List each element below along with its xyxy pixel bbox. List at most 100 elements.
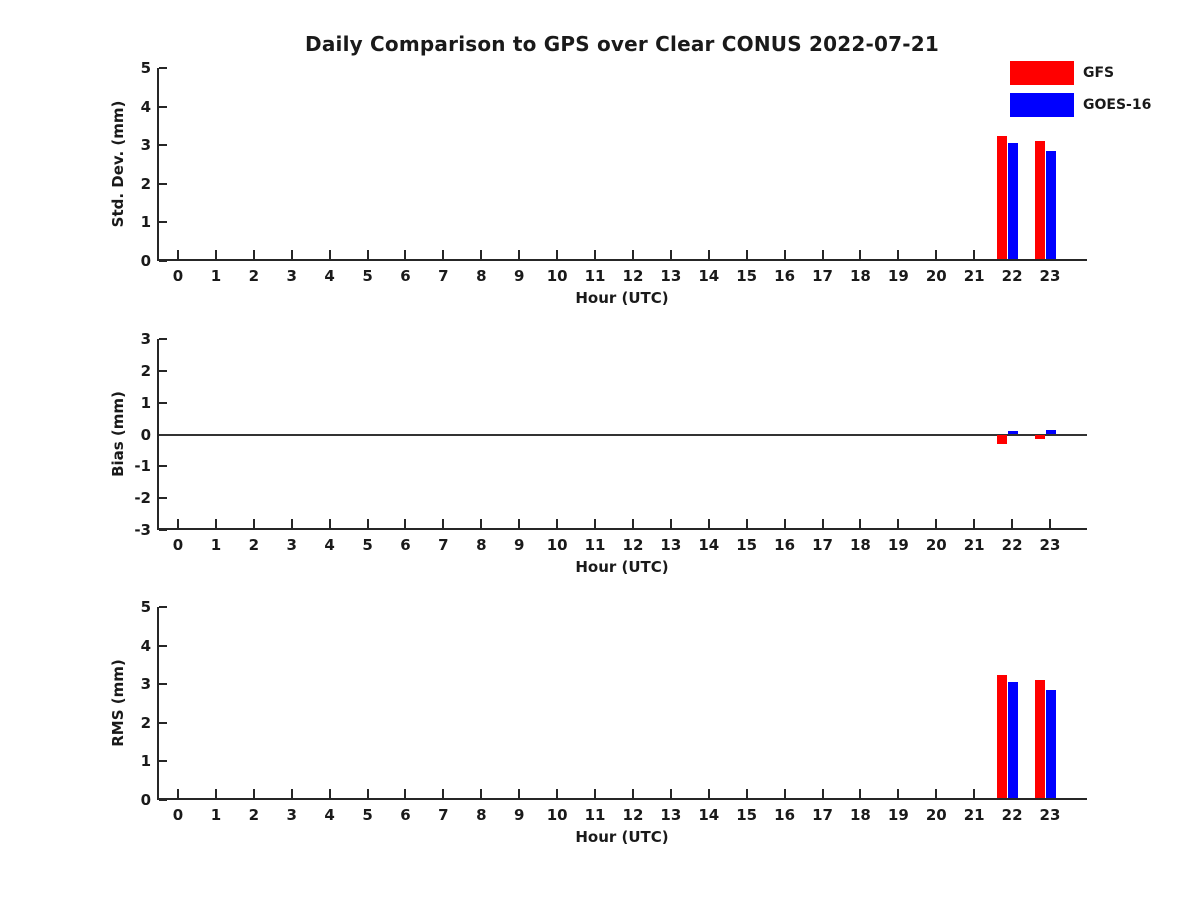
- x-tick: [745, 250, 748, 259]
- y-tick-label: 4: [140, 97, 151, 116]
- x-tick-label: 5: [362, 536, 373, 554]
- x-tick: [821, 250, 824, 259]
- x-tick-label: 9: [513, 536, 525, 554]
- bar-gfs-h23: [1034, 141, 1045, 261]
- x-tick-label: 15: [736, 267, 758, 285]
- x-tick-label: 12: [622, 806, 644, 824]
- x-axis-label-bias: Hour (UTC): [575, 558, 669, 576]
- legend-item-goes16: GOES-16: [1010, 93, 1151, 117]
- x-tick: [669, 250, 672, 259]
- y-tick: [159, 67, 167, 69]
- x-tick: [177, 250, 179, 259]
- x-tick-label: 22: [1001, 536, 1023, 554]
- x-tick: [707, 250, 710, 259]
- x-tick-label: 19: [887, 536, 909, 554]
- x-tick-label: 14: [698, 536, 720, 554]
- x-tick-label: 2: [248, 806, 260, 824]
- bar-goes16-h23: [1045, 429, 1056, 435]
- bar-gfs-h22: [997, 135, 1008, 261]
- x-tick-label: 16: [774, 267, 796, 285]
- x-tick: [897, 789, 900, 798]
- x-tick-label: 6: [400, 267, 411, 285]
- chart-title: Daily Comparison to GPS over Clear CONUS…: [305, 32, 939, 56]
- x-tick-label: 7: [438, 806, 449, 824]
- x-tick: [594, 250, 597, 259]
- x-tick: [328, 519, 331, 528]
- y-tick: [159, 105, 167, 108]
- x-tick: [290, 789, 293, 798]
- y-tick: [159, 260, 167, 262]
- legend-swatch-goes16: [1010, 93, 1074, 117]
- x-tick: [745, 519, 748, 528]
- x-tick-label: 13: [660, 267, 682, 285]
- x-tick: [366, 789, 369, 798]
- x-tick: [366, 250, 369, 259]
- legend-label-goes16: GOES-16: [1083, 97, 1152, 113]
- y-tick-label: 0: [140, 252, 151, 270]
- x-tick-label: 21: [963, 806, 985, 824]
- y-tick-label: 3: [140, 675, 151, 694]
- y-tick-label: 5: [140, 59, 151, 77]
- bar-goes16-h22: [1008, 143, 1019, 261]
- x-tick-label: 5: [362, 806, 373, 824]
- x-tick-label: 20: [925, 536, 947, 554]
- x-tick: [745, 789, 748, 798]
- x-tick-label: 18: [849, 536, 871, 554]
- bar-goes16-h22: [1008, 682, 1019, 800]
- x-tick-label: 9: [513, 267, 525, 285]
- x-tick: [177, 789, 179, 798]
- x-tick-label: 3: [286, 806, 297, 824]
- x-tick: [442, 250, 445, 259]
- y-tick: [159, 401, 167, 404]
- x-tick-label: 0: [172, 267, 184, 285]
- x-tick-label: 19: [887, 806, 909, 824]
- x-tick-label: 19: [887, 267, 909, 285]
- x-axis-line: [157, 528, 1087, 530]
- x-tick: [328, 250, 331, 259]
- x-tick: [404, 250, 407, 259]
- x-tick: [518, 789, 521, 798]
- x-tick-label: 22: [1001, 806, 1023, 824]
- x-tick: [631, 250, 634, 259]
- y-tick-label: 4: [140, 636, 151, 655]
- x-tick-label: 0: [172, 806, 184, 824]
- legend-label-gfs: GFS: [1083, 65, 1115, 81]
- y-tick: [159, 760, 167, 763]
- x-tick: [935, 250, 938, 259]
- x-tick-label: 20: [925, 806, 947, 824]
- x-tick-label: 23: [1039, 806, 1061, 824]
- x-tick: [442, 519, 445, 528]
- x-tick: [594, 519, 597, 528]
- x-tick-label: 4: [324, 267, 335, 285]
- x-tick-label: 11: [584, 806, 606, 824]
- bar-goes16-h23: [1045, 150, 1056, 261]
- x-tick: [214, 519, 217, 528]
- x-tick: [480, 250, 483, 259]
- x-tick: [859, 789, 862, 798]
- y-tick: [159, 721, 167, 724]
- x-tick-label: 16: [774, 806, 796, 824]
- y-tick-label: 2: [140, 174, 151, 193]
- x-tick: [404, 789, 407, 798]
- legend-swatch-gfs: [1010, 61, 1074, 85]
- x-tick: [631, 519, 634, 528]
- x-tick-label: 3: [286, 267, 297, 285]
- y-tick-label: 0: [140, 425, 151, 444]
- x-tick: [404, 519, 407, 528]
- x-tick-label: 1: [210, 806, 222, 824]
- x-tick-label: 14: [698, 806, 720, 824]
- bar-gfs-h23: [1034, 680, 1045, 800]
- y-axis-spine: [157, 68, 159, 261]
- x-tick: [556, 250, 559, 259]
- x-tick-label: 18: [849, 267, 871, 285]
- x-tick-label: 21: [963, 267, 985, 285]
- x-tick-label: 12: [622, 536, 644, 554]
- x-tick: [973, 250, 976, 259]
- y-tick-label: -1: [134, 457, 151, 476]
- y-tick: [159, 606, 167, 608]
- y-tick: [159, 799, 167, 801]
- x-tick-label: 0: [172, 536, 184, 554]
- x-tick: [214, 789, 217, 798]
- x-tick: [518, 519, 521, 528]
